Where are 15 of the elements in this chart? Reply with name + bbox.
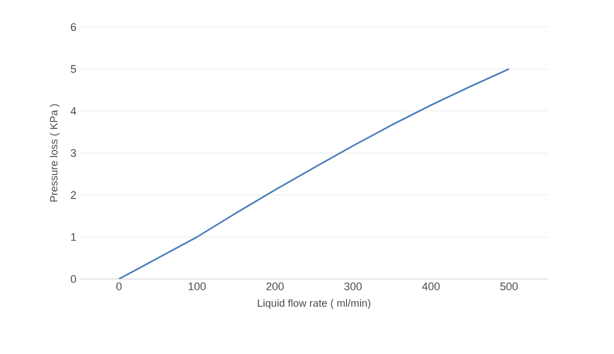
y-tick-label: 6 xyxy=(70,23,76,31)
x-axis-title: Liquid flow rate ( ml/min) xyxy=(258,299,370,309)
x-tick-label: 500 xyxy=(500,282,518,290)
x-tick-label: 100 xyxy=(188,282,206,290)
x-tick-label: 400 xyxy=(422,282,440,290)
x-tick-label: 300 xyxy=(344,282,362,290)
y-axis-title: Pressure loss ( KPa ) xyxy=(50,104,60,202)
y-tick-label: 0 xyxy=(70,275,76,283)
y-tick-label: 1 xyxy=(71,233,76,241)
y-tick-label: 2 xyxy=(70,191,76,199)
y-tick-label: 3 xyxy=(70,149,76,157)
y-tick-label: 4 xyxy=(70,107,76,115)
x-tick-label: 0 xyxy=(116,282,122,290)
x-tick-label: 200 xyxy=(266,282,284,290)
y-tick-label: 5 xyxy=(70,65,76,73)
